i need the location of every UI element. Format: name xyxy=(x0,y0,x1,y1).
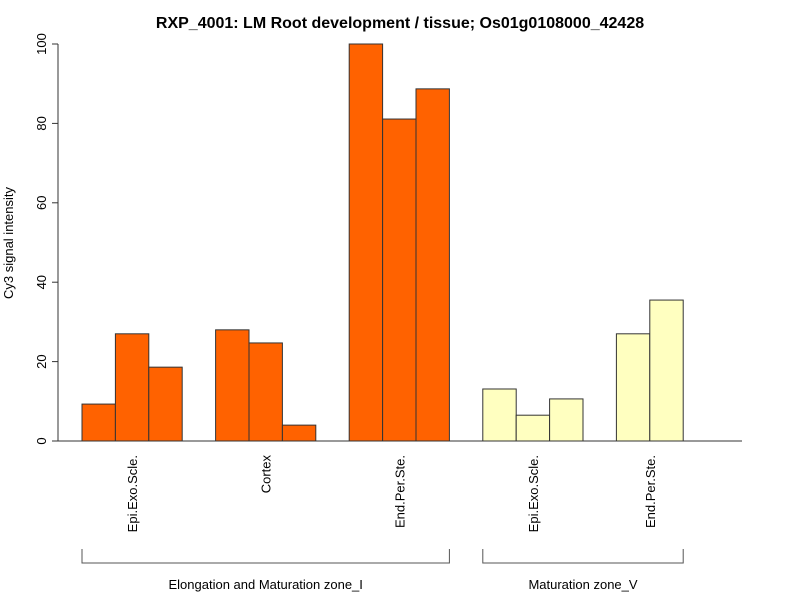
bar xyxy=(615,333,651,442)
x-tick-label: Epi.Exo.Scle. xyxy=(526,455,541,532)
zone-label: Maturation zone_V xyxy=(528,577,637,592)
bar xyxy=(148,366,183,442)
bar xyxy=(649,299,684,442)
chart-title: RXP_4001: LM Root development / tissue; … xyxy=(156,15,644,32)
y-axis: 0 20 40 60 80 100 xyxy=(34,33,59,445)
x-tick-label: Cortex xyxy=(259,455,274,494)
bar xyxy=(382,118,417,442)
bar xyxy=(415,88,450,442)
y-tick-label: 60 xyxy=(34,196,49,210)
y-axis-label: Cy3 signal intensity xyxy=(1,187,16,299)
x-tick-labels: Epi.Exo.Scle. Cortex End.Per.Ste. Epi.Exo.S… xyxy=(125,455,658,533)
bar xyxy=(482,388,517,442)
y-tick-label: 40 xyxy=(34,275,49,289)
y-tick-label: 20 xyxy=(34,354,49,368)
y-tick-label: 0 xyxy=(34,437,49,444)
bar xyxy=(248,342,283,442)
bar xyxy=(114,333,150,442)
bars xyxy=(81,43,684,442)
x-tick-label: End.Per.Ste. xyxy=(392,455,407,528)
bar xyxy=(281,424,317,442)
zone-bracket xyxy=(81,549,450,564)
bar xyxy=(215,329,250,442)
zone-brackets: Elongation and Maturation zone_I Maturati… xyxy=(81,549,684,592)
x-tick-label: End.Per.Ste. xyxy=(643,455,658,528)
bar xyxy=(515,414,551,442)
bar xyxy=(549,398,584,442)
y-tick-label: 80 xyxy=(34,116,49,130)
zone-label: Elongation and Maturation zone_I xyxy=(168,577,362,592)
bar xyxy=(348,43,384,442)
zone-bracket xyxy=(482,549,684,564)
y-tick-label: 100 xyxy=(34,33,49,55)
bar xyxy=(81,403,116,442)
x-tick-label: Epi.Exo.Scle. xyxy=(125,455,140,532)
